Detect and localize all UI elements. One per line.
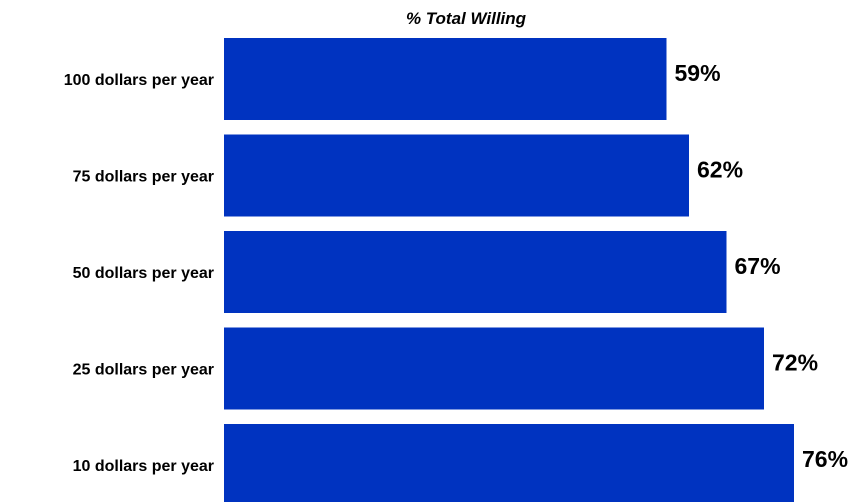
bar-4 (224, 424, 794, 502)
bar-1 (224, 134, 689, 217)
value-label-0: 59% (675, 60, 721, 86)
bar-3 (224, 327, 764, 410)
bars-group: 100 dollars per year 59% 75 dollars per ye… (64, 38, 848, 502)
category-label-4: 10 dollars per year (73, 458, 214, 475)
bar-2 (224, 231, 727, 313)
category-label-0: 100 dollars per year (64, 72, 214, 89)
category-label-1: 75 dollars per year (73, 169, 214, 186)
value-label-2: 67% (735, 253, 781, 279)
value-label-3: 72% (772, 350, 818, 376)
value-label-1: 62% (697, 157, 743, 183)
value-label-4: 76% (802, 446, 848, 472)
category-label-3: 25 dollars per year (73, 362, 214, 379)
bar-0 (224, 38, 667, 120)
chart-title: % Total Willing (406, 9, 527, 28)
category-label-2: 50 dollars per year (73, 265, 214, 282)
